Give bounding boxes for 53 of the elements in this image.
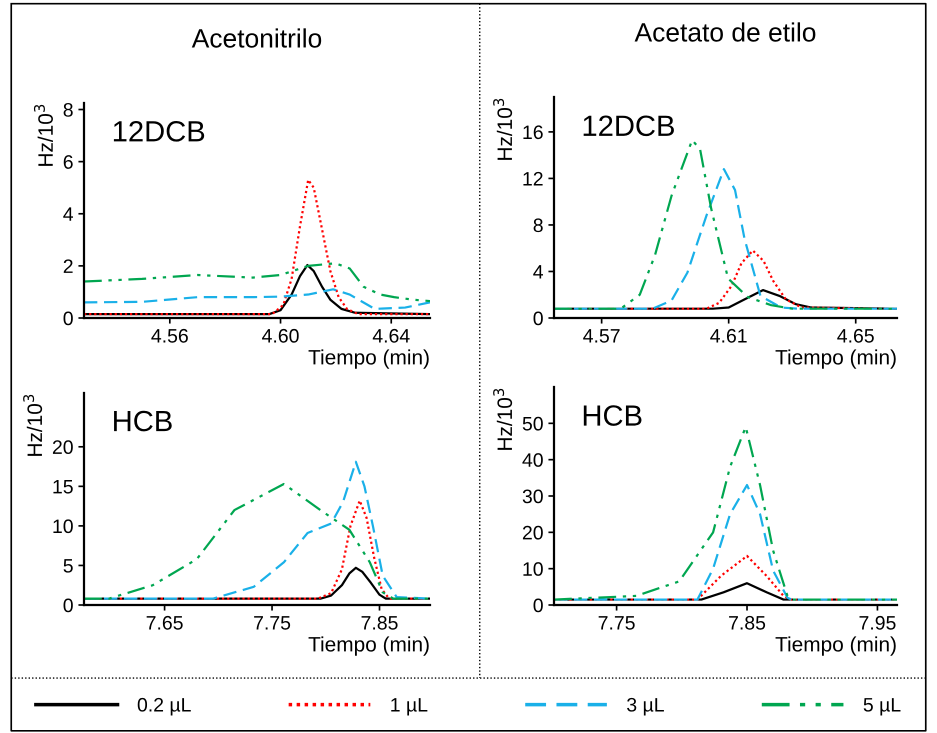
annotation: 12DCB [114,120,204,142]
x-tick-label: 7.85 [362,616,398,630]
x-tick-label: 7.95 [860,616,896,630]
y-axis-title: Hz/10$^{3}$ [493,388,512,450]
y-tick-label: 10 [523,562,543,576]
y-axis-title: Hz/10$^{3}$ [34,104,53,166]
legend-label: 1 µL [391,698,428,716]
x-axis-title: Tiempo (min) [776,349,896,369]
y-tick-label: 8 [534,218,543,232]
x-tick-label: 4.56 [151,328,188,343]
x-axis-title: Tiempo (min) [776,636,896,656]
x-axis-title: Tiempo (min) [308,636,429,656]
legend-label: 5 µL [864,698,900,716]
y-tick-label: 40 [522,453,543,467]
annotation: 12DCB [584,115,674,136]
line-series [84,288,430,310]
y-tick-label: 50 [522,416,543,431]
legend-label: 0.2 µL [138,698,191,716]
y-tick-label: 4 [63,207,74,221]
y-tick-label: 8 [64,102,73,117]
y-tick-label: 0 [534,311,543,326]
x-tick-label: 7.65 [146,616,183,630]
chart-title: Acetonitrilo [192,28,322,48]
y-tick-label: 20 [52,440,73,454]
y-tick-label: 10 [53,519,73,534]
x-tick-label: 7.85 [729,616,766,630]
line-series [84,262,430,302]
x-tick-label: 4.60 [262,328,299,343]
annotation: HCB [114,410,172,432]
y-axis-title: Hz/10$^{3}$ [23,394,42,456]
x-tick-label: 4.61 [710,328,747,343]
x-tick-label: 7.75 [254,616,290,630]
y-tick-label: 30 [522,489,543,504]
x-axis-title: Tiempo (min) [308,349,429,369]
y-tick-label: 0 [64,598,73,612]
legend-label: 3 µL [627,698,664,716]
y-tick-label: 4 [533,265,544,279]
y-tick-label: 0 [534,598,543,612]
x-tick-label: 7.75 [598,616,635,630]
y-tick-label: 15 [53,480,73,494]
y-tick-label: 5 [64,559,73,573]
y-tick-label: 2 [64,259,73,273]
chart-title: Acetato de etilo [634,22,816,42]
y-tick-label: 16 [523,125,543,140]
x-tick-label: 4.65 [837,328,874,343]
y-tick-label: 20 [522,526,543,540]
x-tick-label: 4.64 [372,328,410,343]
y-tick-label: 6 [64,155,73,169]
annotation: HCB [584,405,642,426]
y-tick-label: 0 [64,311,73,326]
y-tick-label: 12 [523,172,543,186]
x-tick-label: 4.57 [583,329,620,343]
y-axis-title: Hz/10$^{3}$ [493,98,512,160]
